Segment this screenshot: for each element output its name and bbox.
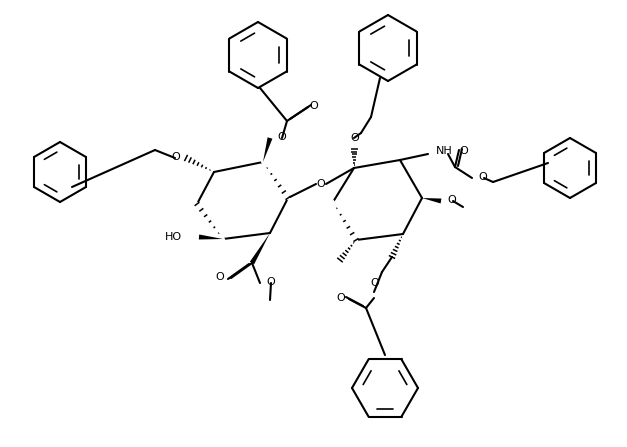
Text: O: O: [215, 272, 224, 282]
Polygon shape: [422, 198, 441, 203]
Text: O: O: [478, 172, 487, 182]
Text: NH: NH: [436, 146, 453, 156]
Text: O: O: [447, 195, 456, 205]
Text: O: O: [317, 179, 325, 189]
Text: O: O: [266, 277, 275, 287]
Polygon shape: [199, 235, 223, 240]
Text: O: O: [350, 133, 359, 143]
Text: O: O: [460, 146, 468, 156]
Text: O: O: [310, 101, 319, 111]
Text: O: O: [277, 132, 286, 142]
Text: HO: HO: [165, 232, 182, 242]
Polygon shape: [263, 137, 272, 162]
Text: O: O: [171, 152, 180, 162]
Text: O: O: [371, 278, 379, 288]
Text: O: O: [337, 293, 345, 303]
Polygon shape: [250, 233, 270, 264]
